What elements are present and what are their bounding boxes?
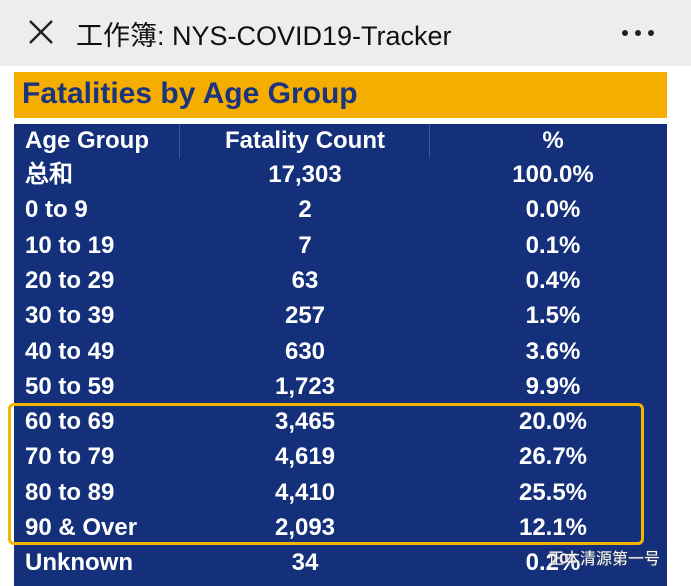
table-cell: 0 to 9: [25, 196, 88, 224]
watermark: 正本清源第一号: [548, 551, 661, 568]
table-cell: 2,093: [274, 514, 336, 541]
table-cell: 1.5%: [525, 302, 581, 330]
table-cell: 0.2%: [525, 549, 581, 577]
close-icon[interactable]: [28, 19, 54, 45]
highlight-box: [8, 403, 644, 545]
table-cell: 50 to 59: [25, 372, 115, 400]
table-cell: 34: [291, 549, 319, 577]
top-bar: 工作簿: NYS-COVID19-Tracker: [0, 0, 691, 66]
table-cell: 17,303: [268, 161, 342, 188]
table-cell: 1,723: [274, 372, 336, 400]
column-divider: [429, 124, 430, 158]
table-cell: Unknown: [25, 549, 133, 577]
table-cell: 70 to 79: [25, 443, 115, 471]
table-cell: 7: [298, 231, 312, 259]
table-cell: 20 to 29: [25, 266, 115, 294]
table-cell: 9.9%: [525, 372, 581, 400]
table-cell: 3.6%: [525, 337, 581, 365]
table-cell: 40 to 49: [25, 337, 115, 365]
table-cell: 10 to 19: [25, 231, 115, 259]
table-cell: 63: [291, 266, 319, 294]
column-header: Fatality Count: [225, 127, 385, 154]
table-cell: 总和: [25, 161, 73, 188]
table-cell: 12.1%: [518, 514, 588, 541]
table-cell: 2: [298, 196, 312, 224]
table-cell: 80 to 89: [25, 478, 115, 506]
column-header: Age Group: [25, 127, 149, 154]
table-cell: 4,410: [274, 478, 336, 506]
column-header: %: [542, 127, 564, 154]
table-cell: 20.0%: [518, 408, 588, 436]
table-cell: 26.7%: [518, 443, 588, 471]
table-cell: 60 to 69: [25, 408, 115, 436]
table-cell: 630: [284, 337, 326, 365]
column-divider: [179, 124, 180, 158]
banner-title: Fatalities by Age Group: [22, 77, 358, 110]
table-cell: 100.0%: [512, 161, 594, 188]
table-cell: 257: [284, 302, 326, 330]
banner: Fatalities by Age Group: [14, 72, 667, 118]
table: Age Group Fatality Count% 总和 17,303 100.0% 0 …: [14, 124, 667, 586]
more-icon[interactable]: [620, 28, 656, 38]
table-cell: 90 & Over: [25, 514, 138, 541]
table-cell: 0.0%: [525, 196, 581, 224]
table-cell: 4,619: [274, 443, 336, 471]
table-cell: 3,465: [274, 408, 336, 436]
table-cell: 30 to 39: [25, 302, 115, 330]
table-cell: 25.5%: [518, 478, 588, 506]
window-title: 工作簿: NYS-COVID19-Tracker: [76, 21, 452, 51]
table-cell: 0.4%: [525, 266, 581, 294]
table-cell: 0.1%: [525, 231, 581, 259]
